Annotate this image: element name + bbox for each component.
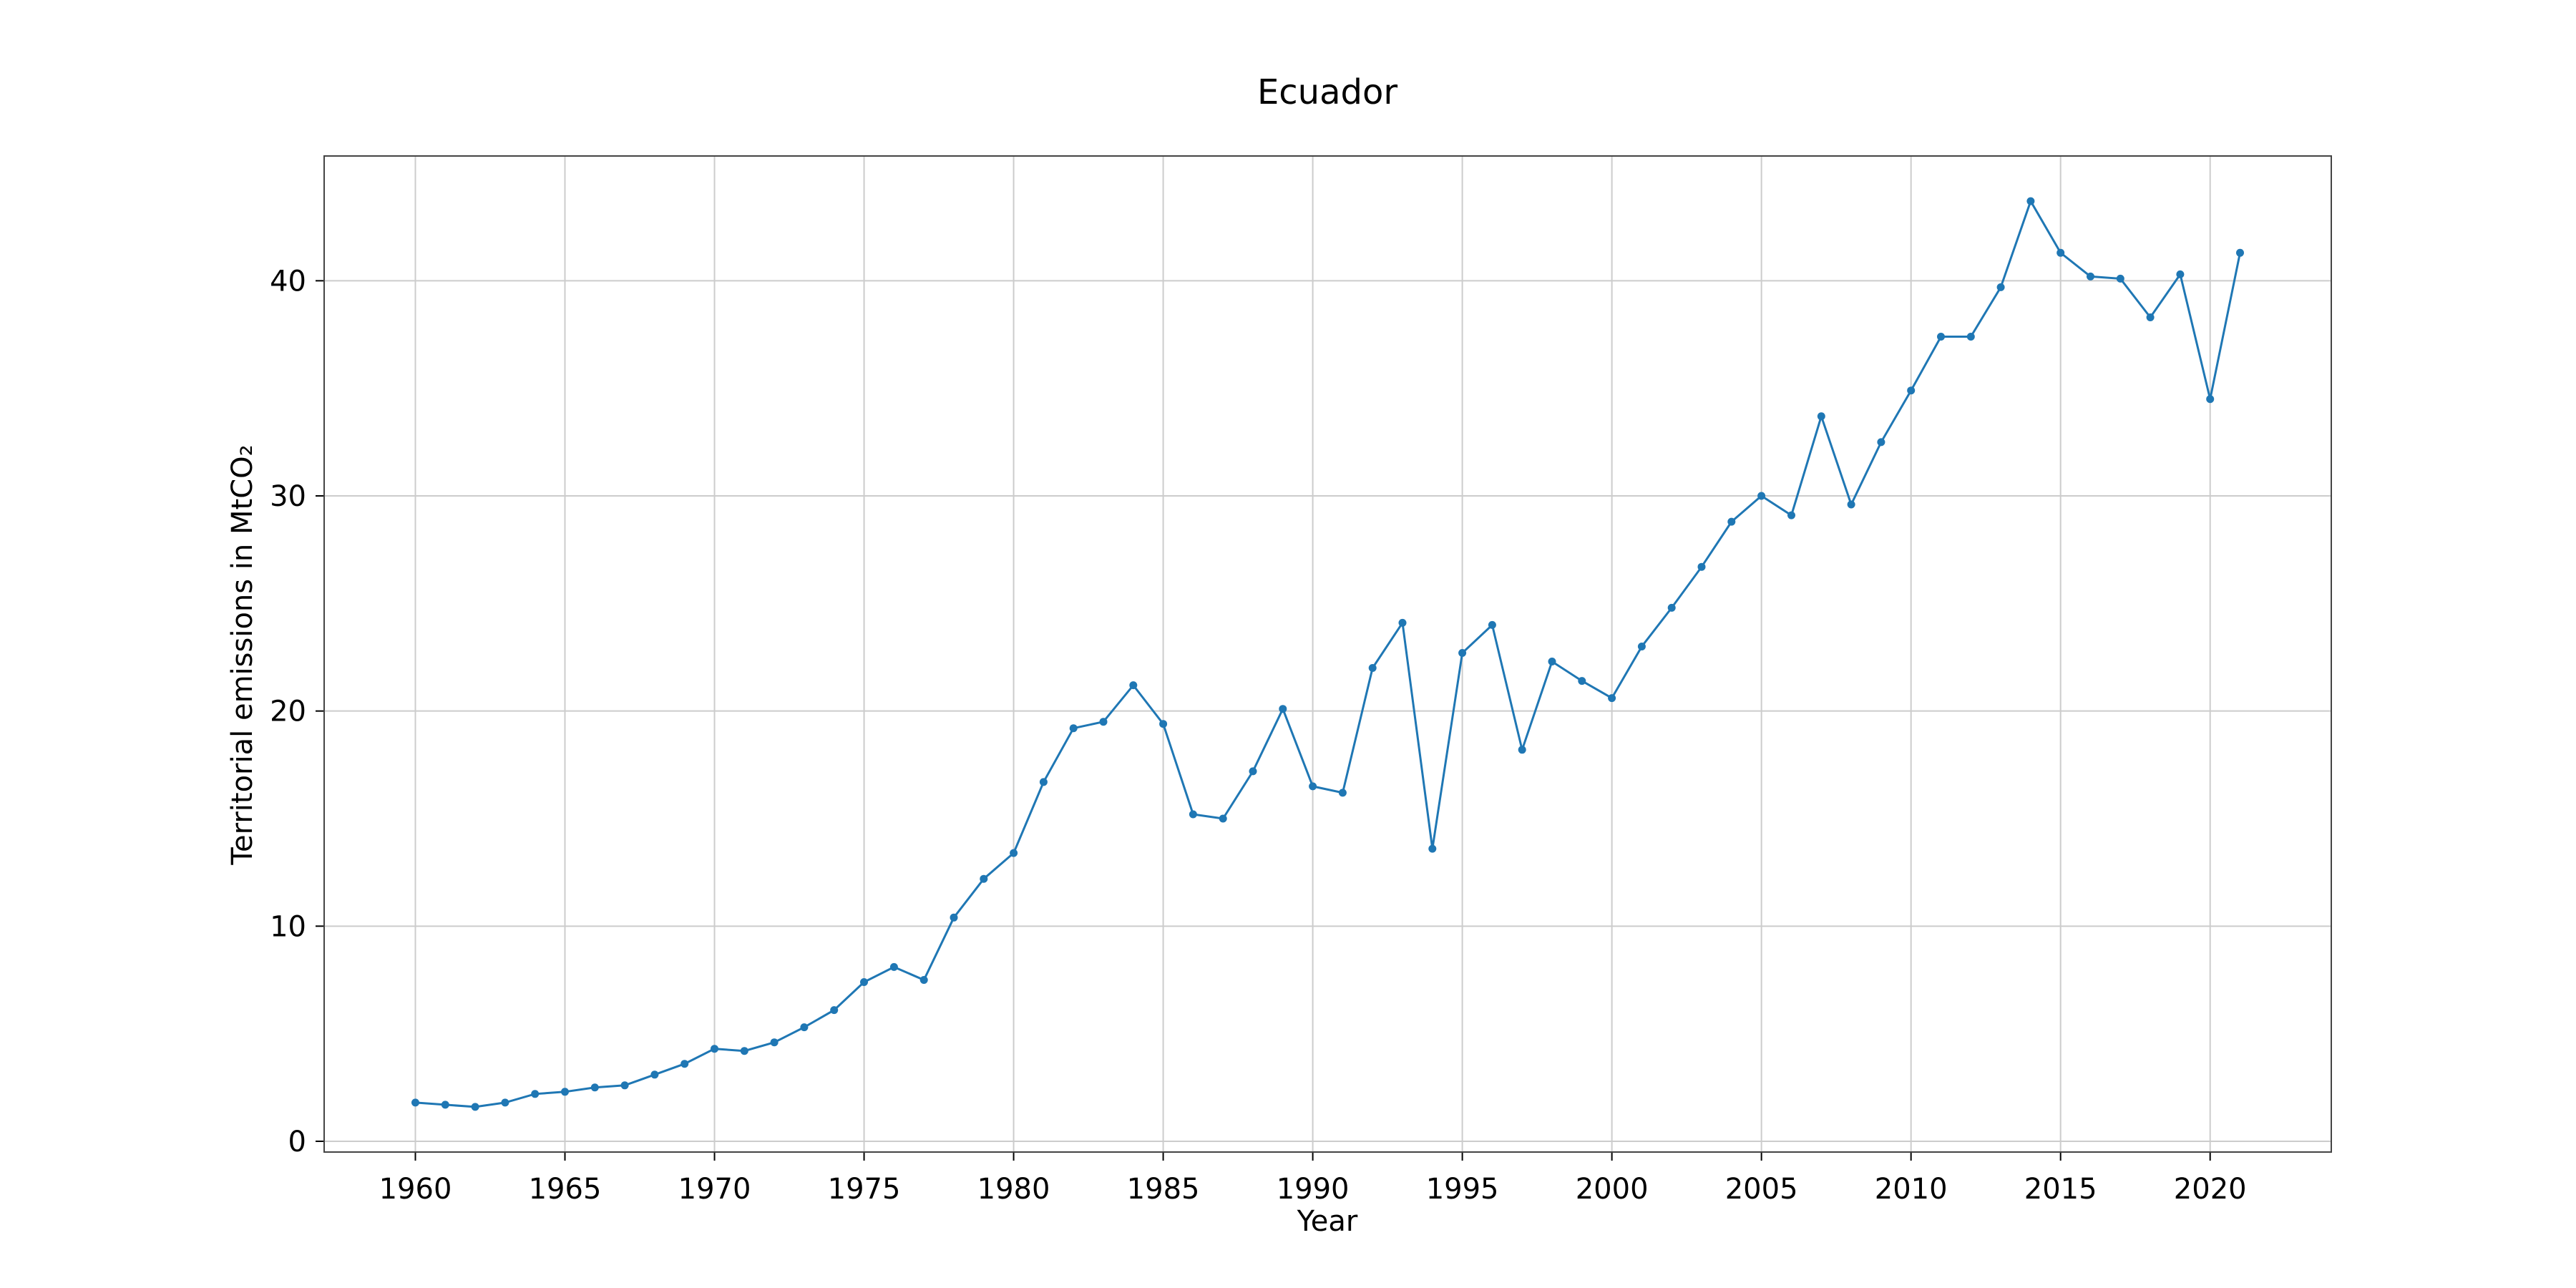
data-point-1964 <box>531 1090 540 1098</box>
x-axis-label: Year <box>1297 1205 1358 1238</box>
data-point-2018 <box>2146 313 2155 321</box>
chart-title: Ecuador <box>1257 72 1397 112</box>
data-point-1960 <box>411 1098 419 1107</box>
data-point-2010 <box>1907 386 1916 395</box>
data-point-1997 <box>1518 746 1526 754</box>
data-point-2009 <box>1877 438 1885 447</box>
data-point-1991 <box>1338 789 1347 797</box>
x-tick-label: 2020 <box>2174 1173 2247 1206</box>
data-point-1982 <box>1069 724 1078 733</box>
x-tick-label: 1985 <box>1127 1173 1200 1206</box>
grid-lines <box>324 156 2331 1152</box>
x-tick-label: 2010 <box>1875 1173 1948 1206</box>
data-point-1979 <box>980 874 988 883</box>
data-point-1996 <box>1488 620 1496 629</box>
data-point-1976 <box>889 962 898 971</box>
data-point-2002 <box>1667 603 1676 612</box>
data-point-1992 <box>1368 664 1377 672</box>
data-point-1966 <box>590 1083 599 1092</box>
x-tick-label: 1960 <box>379 1173 452 1206</box>
data-point-1989 <box>1279 705 1287 713</box>
y-tick-label: 0 <box>288 1126 306 1158</box>
data-point-2005 <box>1757 492 1766 500</box>
data-point-2019 <box>2176 270 2185 278</box>
series-line <box>415 198 2241 1108</box>
data-point-1972 <box>770 1038 779 1047</box>
data-point-1973 <box>800 1023 809 1032</box>
data-point-1971 <box>740 1047 748 1055</box>
data-point-1962 <box>471 1103 479 1111</box>
data-point-2021 <box>2236 248 2244 257</box>
x-tick-label: 1990 <box>1277 1173 1350 1206</box>
data-point-2017 <box>2116 274 2124 283</box>
data-point-2014 <box>2026 197 2035 205</box>
data-point-2013 <box>1996 283 2005 291</box>
data-point-1993 <box>1398 618 1407 627</box>
x-tick-label: 2000 <box>1576 1173 1649 1206</box>
data-point-1984 <box>1129 681 1138 690</box>
x-axis-ticks: 1960 1965 1970 1975 1980 1985 1990 1995 2000 2005… <box>379 1152 2247 1206</box>
x-tick-label: 1995 <box>1426 1173 1499 1206</box>
data-point-2001 <box>1637 643 1646 650</box>
data-point-2012 <box>1966 333 1975 341</box>
data-point-1985 <box>1159 720 1168 728</box>
data-point-1988 <box>1249 767 1257 776</box>
plot-frame <box>323 155 2332 1153</box>
data-point-1961 <box>441 1101 449 1109</box>
data-point-1974 <box>830 1006 839 1015</box>
data-point-1980 <box>1010 849 1018 857</box>
data-point-2006 <box>1787 511 1795 519</box>
x-tick-label: 1970 <box>678 1173 751 1206</box>
data-point-1987 <box>1219 814 1227 823</box>
data-point-2011 <box>1937 333 1945 341</box>
data-point-1981 <box>1039 778 1048 786</box>
data-point-1970 <box>711 1045 718 1053</box>
y-tick-label: 20 <box>270 696 306 728</box>
data-point-1967 <box>620 1081 629 1090</box>
data-point-2020 <box>2206 395 2215 404</box>
y-axis-ticks: 0 10 20 30 40 <box>270 265 324 1158</box>
x-tick-label: 1965 <box>529 1173 602 1206</box>
data-point-2016 <box>2087 272 2094 280</box>
data-point-1983 <box>1099 718 1108 726</box>
data-point-2007 <box>1817 412 1825 421</box>
data-point-1978 <box>950 913 958 922</box>
x-tick-label: 2005 <box>1725 1173 1798 1206</box>
data-point-2003 <box>1697 562 1706 571</box>
data-point-2000 <box>1608 694 1616 703</box>
data-point-1965 <box>561 1088 569 1096</box>
data-point-2008 <box>1847 500 1855 509</box>
data-point-2004 <box>1727 517 1736 526</box>
x-tick-label: 1980 <box>977 1173 1050 1206</box>
data-point-1986 <box>1189 810 1197 819</box>
data-point-2015 <box>2057 248 2065 257</box>
data-point-1969 <box>680 1060 689 1068</box>
y-tick-label: 40 <box>270 265 306 298</box>
x-tick-label: 1975 <box>828 1173 901 1206</box>
data-point-1999 <box>1578 677 1586 686</box>
y-tick-label: 10 <box>270 910 306 943</box>
data-point-1995 <box>1458 649 1467 657</box>
y-tick-label: 30 <box>270 480 306 513</box>
data-point-1998 <box>1548 658 1556 665</box>
x-tick-label: 2015 <box>2024 1173 2097 1206</box>
data-point-1975 <box>860 978 868 986</box>
data-point-1994 <box>1428 844 1437 853</box>
series-points <box>411 197 2244 1111</box>
y-axis-label: Territorial emissions in MtCO₂ <box>226 444 259 865</box>
data-point-1990 <box>1309 782 1317 791</box>
data-point-1968 <box>650 1070 659 1079</box>
data-point-1977 <box>919 976 928 984</box>
data-point-1963 <box>501 1098 509 1107</box>
